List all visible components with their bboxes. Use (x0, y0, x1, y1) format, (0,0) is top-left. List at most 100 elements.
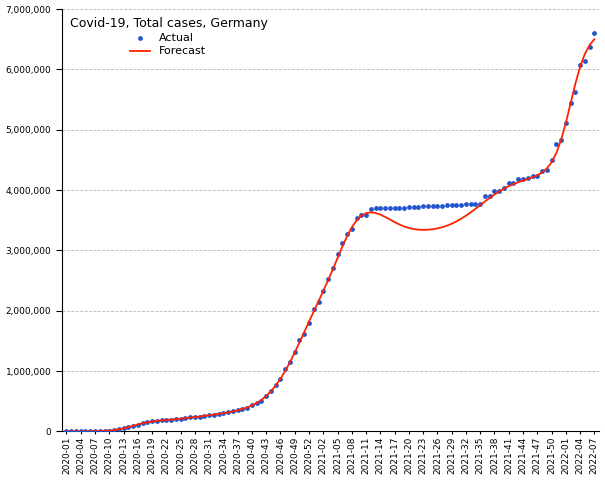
Actual (304, 319, 314, 327)
Actual (390, 204, 399, 212)
Actual (223, 408, 233, 416)
Actual (180, 414, 190, 422)
Actual (323, 275, 333, 282)
Actual (394, 204, 404, 212)
Forecast (443, 223, 451, 228)
Actual (276, 375, 286, 383)
Actual (209, 411, 219, 419)
Actual (509, 179, 518, 186)
Actual (247, 401, 257, 409)
Actual (290, 348, 299, 356)
Forecast (572, 81, 579, 87)
Actual (580, 58, 590, 65)
Actual (494, 187, 504, 195)
Actual (476, 200, 485, 207)
Forecast (63, 429, 70, 434)
Actual (466, 200, 476, 208)
Actual (228, 408, 238, 415)
Actual (418, 203, 428, 210)
Actual (171, 415, 181, 423)
Actual (143, 418, 152, 426)
Actual (147, 418, 157, 425)
Actual (399, 204, 409, 212)
Actual (105, 427, 114, 434)
Actual (252, 399, 261, 407)
Actual (437, 202, 447, 209)
Forecast (419, 227, 427, 233)
Actual (361, 211, 371, 218)
Actual (347, 225, 357, 233)
Actual (318, 287, 328, 295)
Actual (523, 175, 532, 182)
Forecast (358, 213, 365, 219)
Actual (499, 184, 509, 192)
Actual (575, 61, 585, 69)
Actual (152, 417, 162, 425)
Actual (200, 412, 209, 420)
Actual (195, 413, 204, 420)
Actual (71, 427, 81, 435)
Actual (243, 404, 252, 411)
Actual (76, 427, 85, 435)
Actual (338, 240, 347, 247)
Actual (342, 230, 352, 238)
Forecast (248, 403, 255, 408)
Actual (518, 175, 528, 182)
Actual (433, 202, 442, 210)
Actual (233, 407, 243, 414)
Actual (556, 136, 566, 144)
Actual (532, 172, 542, 180)
Actual (528, 172, 537, 180)
Line: Forecast: Forecast (67, 39, 594, 432)
Actual (514, 175, 523, 183)
Actual (566, 99, 575, 107)
Actual (376, 204, 385, 212)
Actual (114, 426, 123, 433)
Actual (218, 409, 228, 417)
Actual (285, 358, 295, 366)
Actual (447, 201, 457, 209)
Actual (90, 427, 100, 435)
Actual (366, 205, 376, 213)
Actual (409, 204, 419, 211)
Actual (589, 30, 599, 37)
Actual (185, 414, 195, 421)
Actual (328, 264, 338, 272)
Actual (547, 156, 557, 164)
Actual (295, 336, 304, 344)
Actual (119, 424, 128, 432)
Actual (157, 416, 166, 424)
Actual (128, 422, 138, 430)
Actual (280, 365, 290, 373)
Actual (480, 192, 490, 200)
Actual (138, 419, 148, 427)
Actual (489, 187, 499, 195)
Forecast (590, 36, 598, 42)
Actual (204, 411, 214, 419)
Actual (471, 200, 480, 208)
Actual (95, 427, 105, 435)
Actual (485, 192, 494, 200)
Actual (85, 427, 95, 435)
Actual (123, 423, 133, 431)
Actual (585, 43, 595, 51)
Actual (166, 416, 176, 423)
Actual (381, 204, 390, 212)
Actual (299, 330, 309, 337)
Actual (309, 305, 319, 313)
Actual (333, 251, 342, 258)
Actual (542, 166, 552, 174)
Actual (461, 201, 471, 208)
Actual (371, 204, 381, 212)
Actual (551, 141, 561, 148)
Actual (261, 392, 271, 400)
Actual (67, 427, 76, 435)
Actual (313, 299, 323, 306)
Actual (428, 203, 437, 210)
Actual (423, 203, 433, 210)
Forecast (472, 206, 479, 212)
Actual (100, 427, 110, 434)
Actual (504, 179, 514, 187)
Actual (109, 426, 119, 434)
Actual (271, 382, 281, 389)
